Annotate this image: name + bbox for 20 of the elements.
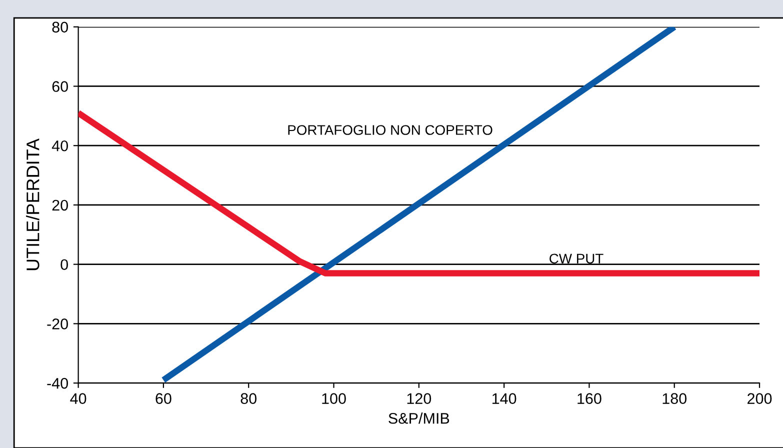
- series-label: CW PUT: [550, 254, 604, 264]
- y-tick-label: 20: [52, 200, 68, 211]
- x-tick-label: 80: [240, 393, 256, 404]
- x-tick-label: 180: [662, 393, 687, 404]
- y-tick-label: 40: [52, 140, 68, 152]
- y-tick-label: -20: [47, 318, 68, 330]
- y-tick-label: 60: [52, 81, 68, 92]
- x-tick-label: 120: [407, 393, 432, 404]
- y-tick-label: -40: [47, 378, 68, 389]
- y-axis-title: UTILE/PERDITA: [26, 138, 40, 270]
- x-tick-label: 140: [492, 393, 516, 404]
- x-tick-label: 160: [578, 393, 602, 404]
- series-label: PORTAFOGLIO NON COPERTO: [288, 125, 492, 135]
- x-tick-label: 60: [156, 393, 172, 404]
- x-tick-label: 200: [748, 393, 772, 404]
- x-tick-label: 40: [70, 393, 86, 404]
- x-axis-title: S&P/MIB: [388, 412, 450, 424]
- y-tick-label: 80: [52, 22, 68, 33]
- y-tick-label: 0: [60, 259, 68, 270]
- x-tick-label: 100: [322, 393, 346, 404]
